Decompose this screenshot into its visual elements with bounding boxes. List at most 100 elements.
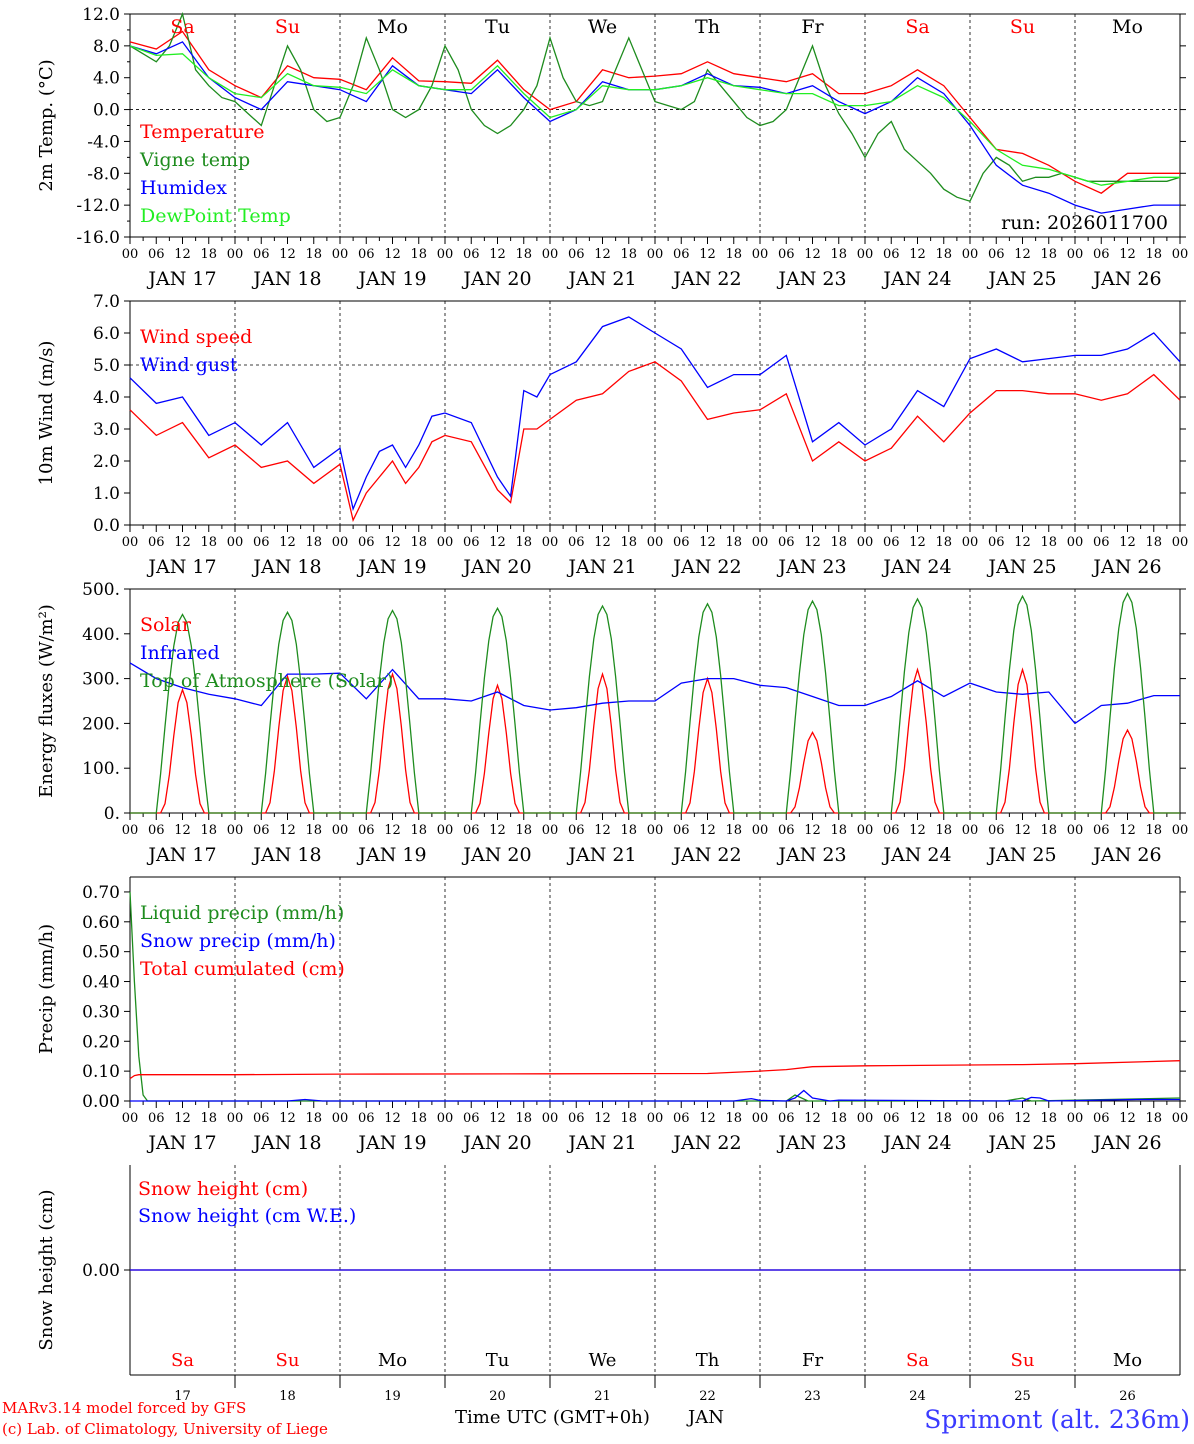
energy-hour-tick-label: 18 bbox=[410, 823, 427, 838]
wind-y-tick-label: 5.0 bbox=[93, 356, 120, 376]
energy-hour-tick-label: 12 bbox=[594, 823, 611, 838]
energy-hour-tick-label: 00 bbox=[332, 823, 349, 838]
energy-hour-tick-label: 12 bbox=[909, 823, 926, 838]
precip-y-tick-label: 0.50 bbox=[82, 943, 120, 963]
temp-hour-tick-label: 18 bbox=[515, 247, 532, 262]
wind-date-label: JAN 24 bbox=[881, 556, 951, 578]
precip-date-label: JAN 18 bbox=[251, 1132, 321, 1154]
precip-hour-tick-label: 12 bbox=[384, 1111, 401, 1126]
wind-date-label: JAN 18 bbox=[251, 556, 321, 578]
energy-date-label: JAN 17 bbox=[146, 844, 216, 866]
energy-y-tick-label: 200. bbox=[82, 714, 120, 734]
temp-hour-tick-label: 18 bbox=[725, 247, 742, 262]
wind-hour-tick-label: 00 bbox=[857, 535, 874, 550]
precip-date-label: JAN 25 bbox=[986, 1132, 1056, 1154]
snow-panel: 0.00 Snow height (cm) Snow height (cm) Snow… bbox=[36, 1165, 1186, 1388]
energy-legend-entry: Infrared bbox=[140, 642, 220, 664]
temp-hour-tick-label: 06 bbox=[883, 247, 900, 262]
wind-hour-tick-label: 00 bbox=[1172, 535, 1189, 550]
temp-date-label: JAN 17 bbox=[146, 268, 216, 290]
precip-panel: 0.70 0.60 0.50 0.40 0.30 0.20 0.10 0.00 Precip (… bbox=[36, 876, 1189, 1154]
wind-hour-tick-label: 00 bbox=[332, 535, 349, 550]
precip-hour-tick-label: 06 bbox=[988, 1111, 1005, 1126]
energy-hour-tick-label: 18 bbox=[200, 823, 217, 838]
weekday-label-bottom: Sa bbox=[906, 1350, 929, 1371]
precip-hour-tick-label: 12 bbox=[174, 1111, 191, 1126]
temp-y-axis-label: 2m Temp. (°C) bbox=[36, 59, 57, 191]
precip-hour-tick-label: 00 bbox=[647, 1111, 664, 1126]
temp-hour-tick-label: 12 bbox=[1119, 247, 1136, 262]
temp-hour-tick-label: 06 bbox=[673, 247, 690, 262]
wind-y-axis-label: 10m Wind (m/s) bbox=[36, 341, 57, 486]
station-label: Sprimont (alt. 236m) bbox=[924, 1405, 1190, 1434]
temp-hour-tick-label: 18 bbox=[410, 247, 427, 262]
weekday-label-top: Mo bbox=[377, 16, 408, 38]
energy-date-label: JAN 26 bbox=[1091, 844, 1161, 866]
wind-date-label: JAN 20 bbox=[461, 556, 531, 578]
temp-hour-tick-label: 18 bbox=[1145, 247, 1162, 262]
precip-date-label: JAN 24 bbox=[881, 1132, 951, 1154]
temp-hour-tick-label: 00 bbox=[1067, 247, 1084, 262]
temp-hour-tick-label: 00 bbox=[227, 247, 244, 262]
weekday-label-top: Th bbox=[695, 16, 720, 38]
precip-legend-entry: Snow precip (mm/h) bbox=[140, 930, 336, 952]
temp-date-label: JAN 26 bbox=[1091, 268, 1161, 290]
precip-hour-tick-label: 18 bbox=[620, 1111, 637, 1126]
energy-y-tick-label: 0. bbox=[104, 804, 120, 824]
wind-hour-tick-label: 18 bbox=[725, 535, 742, 550]
energy-hour-tick-label: 18 bbox=[1040, 823, 1057, 838]
energy-series-infrared bbox=[129, 662, 1180, 725]
precip-hour-tick-label: 06 bbox=[358, 1111, 375, 1126]
weekday-label-top: Su bbox=[1010, 16, 1035, 38]
temp-y-tick-label: -8.0 bbox=[87, 164, 120, 184]
wind-hour-tick-label: 00 bbox=[122, 535, 139, 550]
energy-date-label: JAN 20 bbox=[461, 844, 531, 866]
wind-hour-tick-label: 18 bbox=[200, 535, 217, 550]
wind-hour-tick-label: 06 bbox=[883, 535, 900, 550]
precip-hour-tick-label: 00 bbox=[1172, 1111, 1189, 1126]
precip-hour-tick-label: 18 bbox=[1145, 1111, 1162, 1126]
precip-hour-tick-label: 12 bbox=[1014, 1111, 1031, 1126]
wind-hour-tick-label: 12 bbox=[384, 535, 401, 550]
wind-date-label: JAN 17 bbox=[146, 556, 216, 578]
wind-y-tick-label: 4.0 bbox=[93, 388, 120, 408]
temp-legend-entry: Humidex bbox=[140, 177, 227, 199]
snow-legend-entry: Snow height (cm) bbox=[138, 1178, 308, 1200]
energy-hour-tick-label: 06 bbox=[883, 823, 900, 838]
wind-y-tick-label: 1.0 bbox=[93, 484, 120, 504]
snow-y-axis-label: Snow height (cm) bbox=[36, 1189, 57, 1350]
temp-y-tick-label: -4.0 bbox=[87, 132, 120, 152]
precip-hour-tick-label: 06 bbox=[148, 1111, 165, 1126]
precip-y-tick-label: 0.30 bbox=[82, 1002, 120, 1022]
precip-hour-tick-label: 12 bbox=[804, 1111, 821, 1126]
wind-hour-tick-label: 06 bbox=[358, 535, 375, 550]
temp-y-tick-label: -12.0 bbox=[76, 196, 120, 216]
energy-hour-tick-label: 18 bbox=[725, 823, 742, 838]
precip-hour-tick-label: 06 bbox=[463, 1111, 480, 1126]
energy-y-axis-label: Energy fluxes (W/m²) bbox=[36, 604, 57, 798]
temp-hour-tick-label: 12 bbox=[384, 247, 401, 262]
energy-legend-entry: Solar bbox=[140, 614, 192, 636]
snow-legend-entry: Snow height (cm W.E.) bbox=[138, 1205, 356, 1227]
temp-series-vigne-temp bbox=[129, 11, 1181, 202]
temp-hour-tick-label: 00 bbox=[962, 247, 979, 262]
precip-series-total-cumulated-cm- bbox=[129, 1060, 1181, 1080]
wind-hour-tick-label: 00 bbox=[647, 535, 664, 550]
temp-y-tick-label: 12.0 bbox=[82, 5, 120, 25]
precip-date-label: JAN 17 bbox=[146, 1132, 216, 1154]
energy-date-label: JAN 23 bbox=[776, 844, 846, 866]
energy-hour-tick-label: 00 bbox=[752, 823, 769, 838]
energy-y-tick-label: 300. bbox=[82, 670, 120, 690]
wind-hour-tick-label: 00 bbox=[1067, 535, 1084, 550]
snow-y-tick-label: 0.00 bbox=[82, 1261, 120, 1281]
temp-hour-tick-label: 00 bbox=[332, 247, 349, 262]
wind-hour-tick-label: 12 bbox=[1119, 535, 1136, 550]
temp-hour-tick-label: 18 bbox=[830, 247, 847, 262]
wind-y-tick-label: 3.0 bbox=[93, 420, 120, 440]
x-axis-title: Time UTC (GMT+0h) bbox=[455, 1407, 650, 1428]
weekday-label-bottom: Su bbox=[1011, 1350, 1035, 1371]
precip-hour-tick-label: 18 bbox=[830, 1111, 847, 1126]
energy-hour-tick-label: 12 bbox=[1119, 823, 1136, 838]
temp-hour-tick-label: 00 bbox=[437, 247, 454, 262]
wind-hour-tick-label: 18 bbox=[620, 535, 637, 550]
